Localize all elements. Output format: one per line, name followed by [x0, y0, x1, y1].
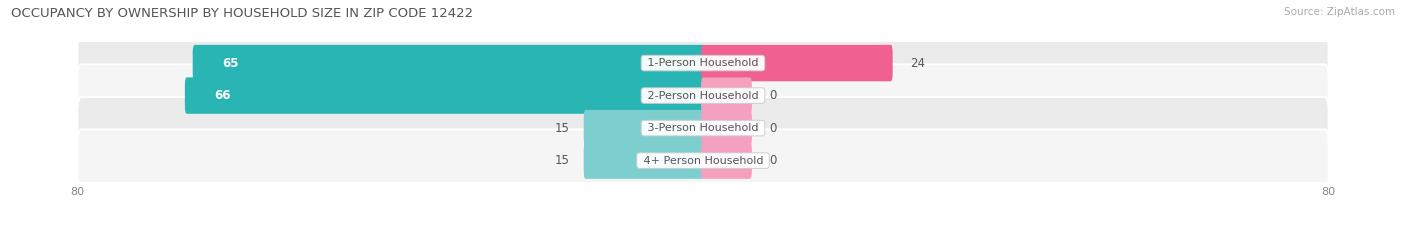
- FancyBboxPatch shape: [702, 110, 752, 146]
- Text: 0: 0: [769, 122, 778, 135]
- Text: 2-Person Household: 2-Person Household: [644, 91, 762, 101]
- FancyBboxPatch shape: [702, 77, 752, 114]
- FancyBboxPatch shape: [77, 129, 1329, 192]
- FancyBboxPatch shape: [702, 142, 752, 179]
- FancyBboxPatch shape: [77, 97, 1329, 159]
- Text: 15: 15: [555, 122, 569, 135]
- FancyBboxPatch shape: [583, 110, 704, 146]
- Text: 66: 66: [214, 89, 231, 102]
- Text: OCCUPANCY BY OWNERSHIP BY HOUSEHOLD SIZE IN ZIP CODE 12422: OCCUPANCY BY OWNERSHIP BY HOUSEHOLD SIZE…: [11, 7, 474, 20]
- Text: 1-Person Household: 1-Person Household: [644, 58, 762, 68]
- Text: 0: 0: [769, 89, 778, 102]
- FancyBboxPatch shape: [77, 64, 1329, 127]
- FancyBboxPatch shape: [193, 45, 704, 81]
- FancyBboxPatch shape: [583, 142, 704, 179]
- Text: Source: ZipAtlas.com: Source: ZipAtlas.com: [1284, 7, 1395, 17]
- Text: 0: 0: [769, 154, 778, 167]
- Legend: Owner-occupied, Renter-occupied: Owner-occupied, Renter-occupied: [581, 230, 825, 233]
- Text: 24: 24: [910, 57, 925, 70]
- Text: 65: 65: [222, 57, 239, 70]
- Text: 15: 15: [555, 154, 569, 167]
- Text: 4+ Person Household: 4+ Person Household: [640, 156, 766, 166]
- FancyBboxPatch shape: [77, 32, 1329, 94]
- Text: 3-Person Household: 3-Person Household: [644, 123, 762, 133]
- FancyBboxPatch shape: [184, 77, 704, 114]
- FancyBboxPatch shape: [702, 45, 893, 81]
